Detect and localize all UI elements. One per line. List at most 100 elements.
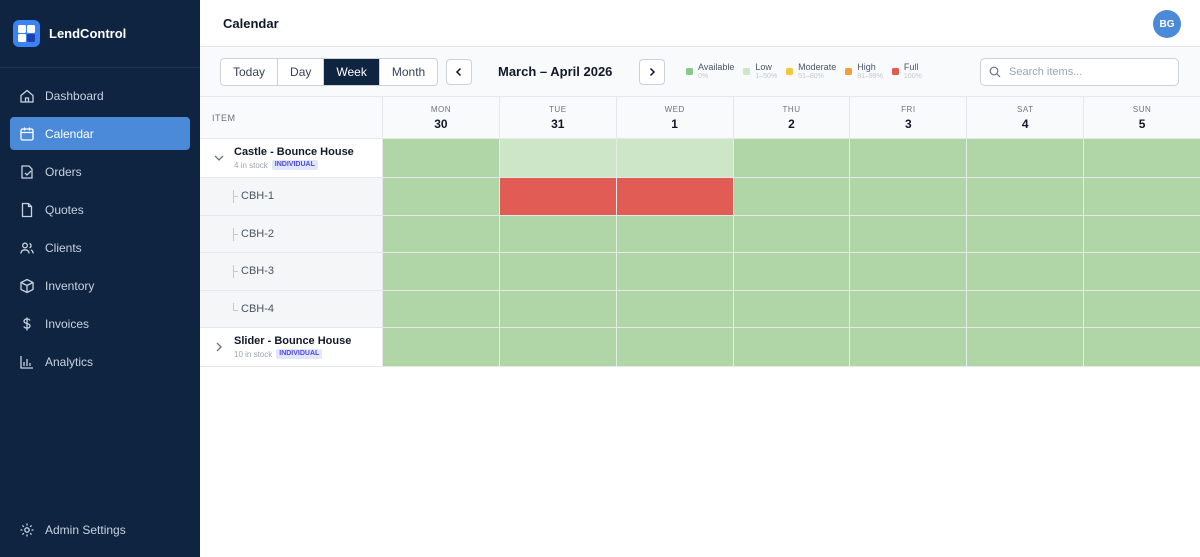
row-label: CBH-3 bbox=[200, 253, 383, 290]
legend-swatch bbox=[891, 68, 899, 75]
item-group-row: Castle - Bounce House 4 in stock INDIVIDUA… bbox=[200, 139, 1200, 178]
availability-cell-available[interactable] bbox=[499, 215, 617, 252]
search-input[interactable] bbox=[1009, 66, 1169, 78]
legend-range: 100% bbox=[903, 73, 922, 80]
availability-cell-available[interactable] bbox=[1084, 253, 1200, 290]
row-label: CBH-1 bbox=[200, 178, 383, 215]
avatar[interactable]: BG bbox=[1153, 10, 1181, 38]
availability-cell-available[interactable] bbox=[967, 328, 1085, 366]
search-icon bbox=[989, 66, 1001, 78]
legend-label: Full bbox=[903, 62, 919, 72]
unit-id[interactable]: CBH-1 bbox=[241, 190, 275, 203]
previous-range-button[interactable] bbox=[446, 59, 472, 85]
legend-label: Low bbox=[755, 62, 772, 72]
availability-cell-available[interactable] bbox=[967, 139, 1085, 177]
collapse-toggle[interactable] bbox=[211, 150, 227, 166]
day-header-sun: SUN 5 bbox=[1084, 97, 1200, 138]
availability-cell-available[interactable] bbox=[733, 215, 851, 252]
day-number: 1 bbox=[671, 116, 678, 131]
availability-cell-available[interactable] bbox=[1084, 215, 1200, 252]
availability-cell-available[interactable] bbox=[967, 178, 1085, 215]
item-name[interactable]: Castle - Bounce House bbox=[234, 146, 354, 158]
availability-cell-available[interactable] bbox=[499, 253, 617, 290]
grid-header: ITEM MON 30 TUE 31 WED 1 THU 2 FRI 3 SAT 4 SUN 5 bbox=[200, 97, 1200, 139]
dollar-icon bbox=[19, 316, 35, 332]
sidebar-item-analytics[interactable]: Analytics bbox=[10, 345, 190, 378]
availability-cell-available[interactable] bbox=[733, 253, 851, 290]
row-label: Castle - Bounce House 4 in stock INDIVIDUA… bbox=[200, 139, 383, 177]
availability-cell-available[interactable] bbox=[383, 215, 500, 252]
view-switcher: Today Day Week Month bbox=[220, 58, 439, 86]
legend-range: 81–99% bbox=[857, 73, 883, 80]
item-name[interactable]: Slider - Bounce House bbox=[234, 335, 352, 347]
chevron-right-icon bbox=[649, 67, 656, 77]
day-number: 5 bbox=[1138, 116, 1146, 131]
search-box[interactable] bbox=[980, 58, 1179, 86]
item-group-row: Slider - Bounce House 10 in stock INDIVIDU… bbox=[200, 328, 1200, 367]
availability-cell-available[interactable] bbox=[1084, 290, 1200, 327]
document-icon bbox=[19, 202, 35, 218]
unit-id[interactable]: CBH-3 bbox=[241, 265, 275, 278]
availability-cell-available[interactable] bbox=[616, 328, 734, 366]
expand-toggle[interactable] bbox=[211, 339, 227, 355]
availability-cell-available[interactable] bbox=[967, 253, 1085, 290]
day-number: 2 bbox=[788, 116, 795, 131]
availability-cell-available[interactable] bbox=[1084, 328, 1200, 366]
sidebar-item-inventory[interactable]: Inventory bbox=[10, 269, 190, 302]
availability-cell-available[interactable] bbox=[967, 290, 1085, 327]
sidebar-item-quotes[interactable]: Quotes bbox=[10, 193, 190, 226]
view-today-button[interactable]: Today bbox=[221, 59, 279, 85]
availability-cell-available[interactable] bbox=[383, 253, 500, 290]
view-day-button[interactable]: Day bbox=[278, 59, 325, 85]
availability-cell-available[interactable] bbox=[383, 290, 500, 327]
sidebar-nav: Dashboard Calendar Orders Quotes Clients Inve… bbox=[0, 79, 200, 378]
availability-cell-low[interactable] bbox=[499, 139, 617, 177]
availability-cell-available[interactable] bbox=[850, 178, 968, 215]
lendcontrol-logo-icon bbox=[13, 20, 40, 47]
availability-cell-full[interactable] bbox=[616, 178, 734, 215]
availability-cell-available[interactable] bbox=[383, 328, 500, 366]
availability-cell-available[interactable] bbox=[850, 215, 968, 252]
availability-cell-available[interactable] bbox=[616, 290, 734, 327]
day-name: MON bbox=[430, 104, 452, 114]
day-number: 30 bbox=[434, 116, 448, 131]
unit-row: CBH-1 bbox=[200, 178, 1200, 216]
availability-cell-available[interactable] bbox=[850, 139, 968, 177]
legend-swatch bbox=[845, 68, 853, 75]
next-range-button[interactable] bbox=[639, 59, 665, 85]
availability-cell-available[interactable] bbox=[733, 139, 851, 177]
availability-cell-available[interactable] bbox=[1084, 178, 1200, 215]
sidebar-item-clients[interactable]: Clients bbox=[10, 231, 190, 264]
sidebar-item-admin-settings[interactable]: Admin Settings bbox=[10, 513, 190, 546]
availability-cell-available[interactable] bbox=[383, 178, 500, 215]
availability-cell-full[interactable] bbox=[499, 178, 617, 215]
availability-cell-low[interactable] bbox=[616, 139, 734, 177]
sidebar-item-orders[interactable]: Orders bbox=[10, 155, 190, 188]
availability-cell-available[interactable] bbox=[850, 253, 968, 290]
availability-cell-available[interactable] bbox=[967, 215, 1085, 252]
unit-id[interactable]: CBH-4 bbox=[241, 302, 275, 315]
home-icon bbox=[19, 88, 35, 104]
tree-connector bbox=[233, 178, 238, 215]
availability-cell-available[interactable] bbox=[1084, 139, 1200, 177]
availability-cell-available[interactable] bbox=[733, 328, 851, 366]
availability-cell-available[interactable] bbox=[616, 253, 734, 290]
unit-id[interactable]: CBH-2 bbox=[241, 227, 275, 240]
tree-connector bbox=[233, 291, 238, 328]
availability-cell-available[interactable] bbox=[499, 290, 617, 327]
availability-cell-available[interactable] bbox=[383, 139, 500, 177]
availability-cell-available[interactable] bbox=[850, 290, 968, 327]
availability-cell-available[interactable] bbox=[850, 328, 968, 366]
date-range-label: March – April 2026 bbox=[498, 64, 613, 79]
sidebar-item-invoices[interactable]: Invoices bbox=[10, 307, 190, 340]
sidebar-item-calendar[interactable]: Calendar bbox=[10, 117, 190, 150]
view-month-button[interactable]: Month bbox=[391, 65, 426, 79]
availability-cell-available[interactable] bbox=[733, 290, 851, 327]
availability-cell-available[interactable] bbox=[616, 215, 734, 252]
view-week-button[interactable]: Week bbox=[324, 59, 380, 85]
availability-cell-available[interactable] bbox=[499, 328, 617, 366]
availability-cell-available[interactable] bbox=[733, 178, 851, 215]
grid-body: Castle - Bounce House 4 in stock INDIVIDUA… bbox=[200, 139, 1200, 367]
brand[interactable]: LendControl bbox=[0, 0, 200, 68]
sidebar-item-dashboard[interactable]: Dashboard bbox=[10, 79, 190, 112]
